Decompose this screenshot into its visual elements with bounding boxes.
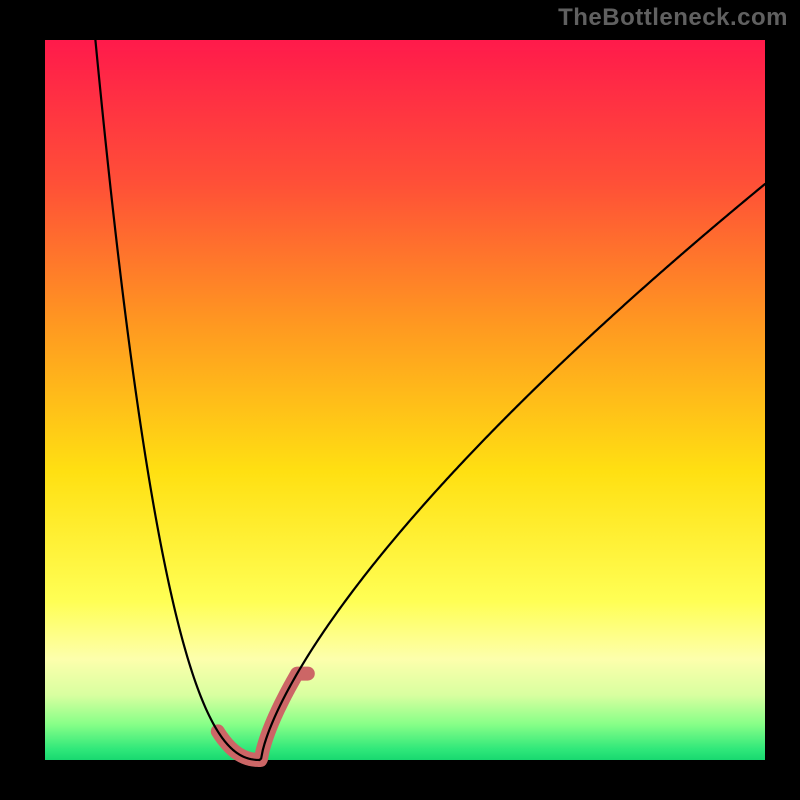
bottleneck-curve-chart: [0, 0, 800, 800]
chart-stage: TheBottleneck.com: [0, 0, 800, 800]
plot-background: [45, 40, 765, 760]
